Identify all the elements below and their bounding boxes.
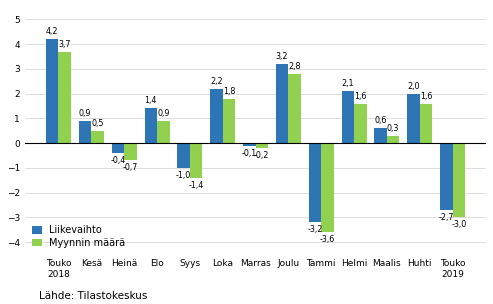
Bar (440, 143, 453, 210)
Text: Lähde: Tilastokeskus: Lähde: Tilastokeskus (39, 291, 148, 301)
Bar (157, 121, 170, 143)
Text: 2,1: 2,1 (342, 79, 354, 88)
Text: -0,7: -0,7 (123, 164, 138, 172)
Text: 1,8: 1,8 (223, 87, 235, 95)
Bar (276, 64, 288, 143)
Text: -0,1: -0,1 (242, 149, 257, 157)
Bar (210, 89, 223, 143)
Bar (223, 98, 235, 143)
Text: -1,4: -1,4 (188, 181, 204, 190)
Text: 0,3: 0,3 (387, 124, 399, 133)
Bar (407, 94, 420, 143)
Bar (243, 143, 255, 146)
Bar (255, 143, 268, 148)
Text: -0,4: -0,4 (110, 156, 126, 165)
Bar (91, 131, 104, 143)
Bar (112, 143, 124, 153)
Text: -3,6: -3,6 (320, 235, 335, 244)
Text: 1,4: 1,4 (144, 96, 157, 105)
Bar (177, 143, 190, 168)
Text: -0,2: -0,2 (254, 151, 270, 160)
Text: 0,5: 0,5 (91, 119, 104, 128)
Bar (321, 143, 334, 232)
Text: 0,9: 0,9 (157, 109, 170, 118)
Text: 3,7: 3,7 (59, 40, 71, 49)
Text: 1,6: 1,6 (354, 92, 366, 101)
Bar (420, 104, 432, 143)
Bar (124, 143, 137, 161)
Bar (342, 91, 354, 143)
Text: 0,6: 0,6 (375, 116, 387, 125)
Bar (375, 128, 387, 143)
Text: -2,7: -2,7 (439, 213, 454, 222)
Bar (59, 51, 71, 143)
Text: 2,2: 2,2 (210, 77, 223, 86)
Bar (46, 39, 59, 143)
Bar (79, 121, 91, 143)
Text: 4,2: 4,2 (46, 27, 59, 36)
Text: 1,6: 1,6 (420, 92, 432, 101)
Text: -1,0: -1,0 (176, 171, 191, 180)
Text: 3,2: 3,2 (276, 52, 288, 61)
Text: 2,0: 2,0 (407, 82, 420, 91)
Bar (309, 143, 321, 222)
Bar (190, 143, 202, 178)
Text: -3,2: -3,2 (307, 225, 323, 234)
Legend: Liikevaihto, Myynnin määrä: Liikevaihto, Myynnin määrä (30, 223, 127, 250)
Text: 0,9: 0,9 (79, 109, 91, 118)
Bar (144, 109, 157, 143)
Bar (354, 104, 367, 143)
Bar (453, 143, 465, 217)
Bar (288, 74, 301, 143)
Text: -3,0: -3,0 (451, 220, 466, 230)
Bar (387, 136, 399, 143)
Text: 2,8: 2,8 (288, 62, 301, 71)
